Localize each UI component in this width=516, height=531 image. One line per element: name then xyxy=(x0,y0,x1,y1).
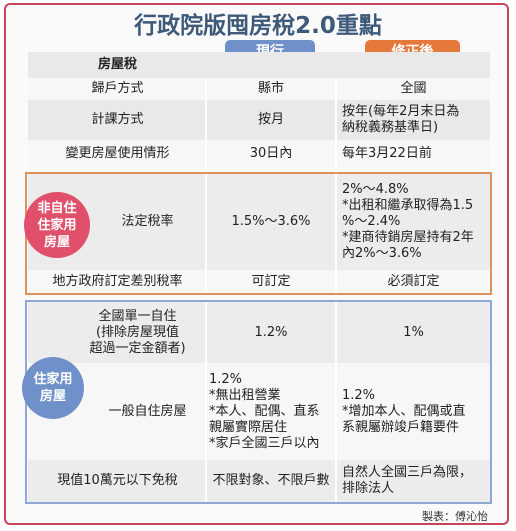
cell: 必須訂定 xyxy=(335,270,490,293)
title: 行政院版囤房稅2.0重點 xyxy=(134,13,382,39)
cell: 1.2% xyxy=(205,302,335,363)
row-bg xyxy=(28,140,490,168)
cell: 不限對象、不限戶數 xyxy=(205,460,335,502)
cell: 法定稅率 xyxy=(121,214,174,229)
credit: 製表：傅沁怡 xyxy=(422,510,488,523)
cell: 變更房屋使用情形 xyxy=(65,146,170,161)
cell: 1% xyxy=(335,302,490,363)
row-bg xyxy=(28,52,490,78)
cell: 縣市 xyxy=(205,78,335,100)
cell: 2%～4.8% *出租和繼承取得為1.5 %～2.4% *建商待銷房屋持有2年 … xyxy=(335,174,490,270)
cell: 全國單一自住 (排除房屋現值 超過一定金額者) xyxy=(89,308,186,356)
row-bg xyxy=(28,363,490,460)
group-label: 非自住 住家用 房屋 xyxy=(24,192,90,258)
cell: 一般自住房屋 xyxy=(108,403,187,419)
cell: 計課方式 xyxy=(91,112,144,127)
cell: 1.5%～3.6% xyxy=(205,174,335,270)
cell: 按月 xyxy=(205,100,335,140)
cell: 現值10萬元以下免稅 xyxy=(57,473,178,488)
cell: 30日內 xyxy=(205,140,335,168)
cell: 1.2% *增加本人、配偶或直 系親屬辦竣戶籍要件 xyxy=(335,363,490,460)
cell: 地方政府訂定差別稅率 xyxy=(52,273,183,289)
row-bg xyxy=(28,100,490,140)
cell: 全國 xyxy=(335,78,490,100)
cell: 可訂定 xyxy=(205,270,335,293)
cell: 按年(每年2月末日為 納稅義務基準日) xyxy=(335,100,490,140)
row-bg xyxy=(28,460,490,502)
cell: 每年3月22日前 xyxy=(335,140,490,168)
row-bg xyxy=(28,174,490,270)
row-bg xyxy=(28,270,490,293)
cell: 自然人全國三戶為限， 排除法人 xyxy=(335,460,490,502)
cell: 1.2% *無出租營業 *本人、配偶、直系 親屬實際居住 *家戶全國三戶以內 xyxy=(205,363,335,460)
header-cell: 房屋稅 xyxy=(97,57,137,72)
cell: 歸戶方式 xyxy=(91,81,144,96)
group-label: 住家用 房屋 xyxy=(22,357,84,419)
row-bg xyxy=(28,302,490,363)
row-bg xyxy=(28,78,490,100)
